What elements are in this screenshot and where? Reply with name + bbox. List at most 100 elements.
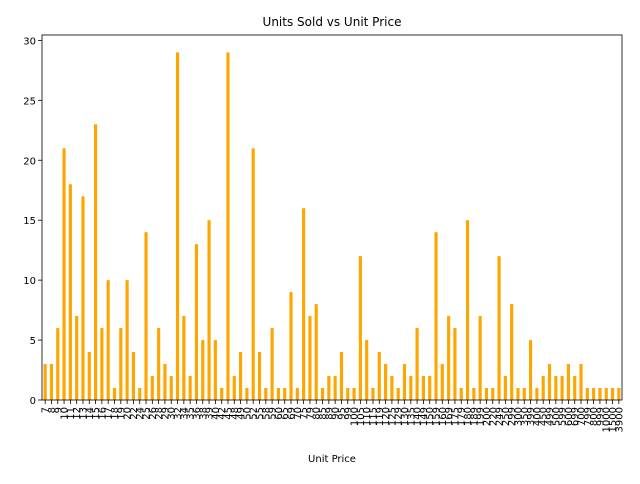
x-tick-label: 180: [463, 407, 474, 426]
bar: [529, 340, 533, 400]
x-axis-label: Unit Price: [308, 454, 356, 465]
x-tick-label: 9: [53, 407, 64, 413]
x-tick-label: 7: [41, 407, 52, 413]
axes-frame: [41, 34, 623, 401]
x-tick-label: 90: [331, 407, 342, 420]
y-tick-label: 30: [23, 36, 36, 47]
bar: [396, 388, 400, 400]
bar: [182, 316, 186, 400]
x-tick-label: 600: [564, 407, 575, 426]
x-tick-label: 200: [482, 407, 493, 426]
bar: [245, 388, 249, 400]
bar: [617, 388, 621, 400]
bar: [150, 376, 154, 400]
x-tick-label: 32: [173, 407, 184, 420]
y-tick-label: 15: [23, 216, 36, 227]
x-tick-label: 70: [293, 407, 304, 420]
bar: [320, 388, 325, 400]
bar: [226, 52, 230, 400]
bar: [87, 352, 91, 400]
bar: [610, 388, 615, 400]
x-tick-label: 28: [154, 407, 165, 420]
bar: [453, 328, 457, 400]
bar: [459, 388, 463, 400]
x-tick-label: 500: [551, 407, 562, 426]
bar: [112, 388, 117, 400]
bar: [194, 244, 199, 400]
x-tick-label: 115: [368, 407, 379, 426]
x-tick-label: 1000: [602, 407, 613, 432]
bar: [302, 208, 306, 400]
bar: [434, 232, 438, 400]
bar: [358, 256, 362, 400]
bar: [421, 376, 425, 400]
bar: [188, 376, 192, 400]
bar: [478, 316, 482, 400]
x-tick-label: 17: [104, 407, 115, 420]
bar: [276, 388, 280, 400]
bar: [365, 340, 369, 400]
x-tick-label: 38: [198, 407, 209, 420]
bar: [175, 52, 180, 400]
x-tick-label: 48: [230, 407, 241, 420]
x-tick-label: 12: [72, 407, 83, 420]
x-tick-label: 26: [148, 407, 159, 420]
x-tick-label: 199: [476, 407, 487, 426]
bar: [447, 316, 451, 400]
x-tick-label: 69: [287, 407, 298, 420]
bar: [201, 340, 205, 400]
x-tick-label: 249: [495, 407, 506, 426]
x-tick-label: 8: [47, 407, 58, 413]
y-tick-label: 0: [30, 396, 36, 407]
x-tick-label: 49: [236, 407, 247, 420]
x-tick-label: 3900: [614, 407, 625, 432]
x-tick-label: 80: [312, 407, 323, 420]
bar: [491, 388, 495, 400]
bar: [440, 364, 444, 400]
bar: [560, 376, 564, 400]
bar: [592, 388, 596, 400]
bar: [163, 364, 167, 400]
bar: [579, 364, 583, 400]
x-tick-label: 105: [356, 407, 367, 426]
x-tick-label: 149: [419, 407, 430, 426]
bar: [604, 388, 608, 400]
bar: [100, 328, 104, 400]
x-tick-label: 175: [450, 407, 461, 426]
x-tick-label: 125: [387, 407, 398, 426]
x-tick-label: 220: [488, 407, 499, 426]
bar: [535, 388, 539, 400]
x-tick-label: 159: [432, 407, 443, 426]
bar: [289, 292, 293, 400]
x-tick-label: 800: [589, 407, 600, 426]
x-tick-label: 85: [318, 407, 329, 420]
x-tick-label: 29: [160, 407, 171, 420]
x-tick-label: 24: [135, 407, 146, 420]
y-tick-label: 20: [23, 156, 36, 167]
x-tick-label: 34: [179, 407, 190, 420]
bar: [56, 328, 60, 400]
x-tick-label: 14: [85, 407, 96, 420]
bar: [327, 376, 331, 400]
x-tick-label: 179: [457, 407, 468, 426]
bar: [119, 328, 123, 400]
x-tick-label: 25: [142, 407, 153, 420]
bar: [239, 352, 243, 400]
x-tick-label: 300: [513, 407, 524, 426]
bar: [333, 376, 337, 400]
bar: [402, 364, 407, 400]
bar: [598, 388, 602, 400]
bar: [295, 388, 299, 400]
x-tick-label: 450: [539, 407, 550, 426]
bar: [428, 376, 432, 400]
bar: [125, 280, 129, 400]
bar: [522, 388, 526, 400]
x-tick-label: 50: [242, 407, 253, 420]
x-tick-label: 19: [116, 407, 127, 420]
bar: [371, 388, 375, 400]
x-tick-label: 11: [66, 407, 77, 420]
x-tick-label: 160: [438, 407, 449, 426]
x-tick-label: 700: [577, 407, 588, 426]
bar: [169, 376, 173, 400]
